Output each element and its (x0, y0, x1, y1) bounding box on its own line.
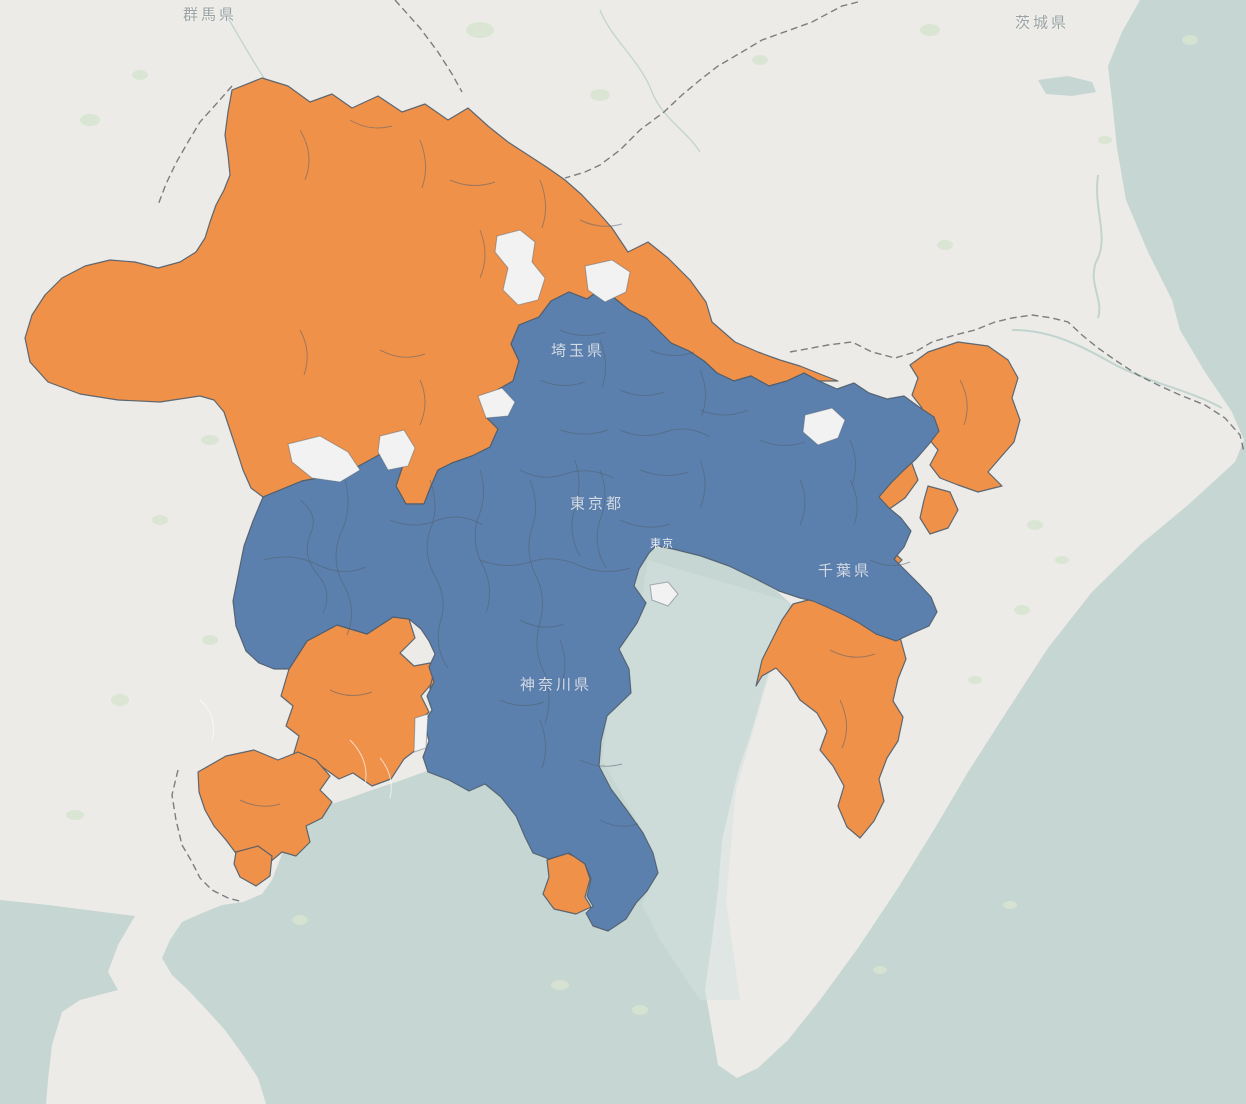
region-orange-ne-chiba[interactable] (909, 341, 1021, 493)
west-bay-water (0, 900, 135, 1104)
basemap-faint-boundaries (199, 699, 392, 799)
region-blue-metro[interactable] (232, 288, 940, 932)
river-n (599, 9, 701, 153)
region-orange-east-blob[interactable] (919, 485, 959, 535)
river-ne (1092, 174, 1103, 319)
municipal-boundaries-blue (262, 329, 911, 827)
tokyo-bay-water (602, 560, 790, 1000)
municipal-boundaries-orange (239, 119, 968, 807)
prefecture-borders (157, 0, 1245, 903)
region-orange-odawara[interactable] (197, 749, 333, 881)
ocean-water (162, 0, 1246, 1104)
region-orange-yugawara[interactable] (233, 845, 273, 887)
tone-river (1011, 329, 1223, 409)
unselected-holes (287, 229, 846, 753)
lake-kasumigaura (1038, 76, 1096, 96)
